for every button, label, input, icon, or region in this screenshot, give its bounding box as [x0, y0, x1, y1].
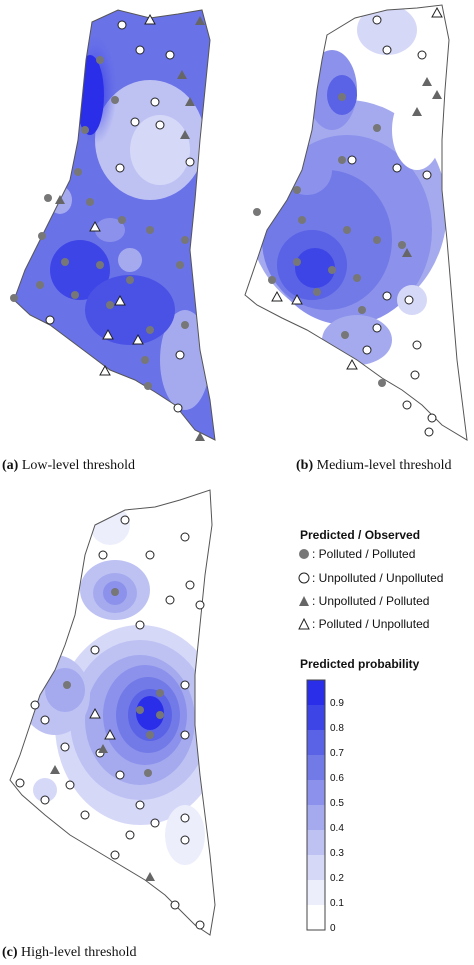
map-panel-medium	[244, 4, 468, 441]
colorbar-tick-label: 0.7	[330, 748, 344, 759]
colorbar-title: Predicted probability	[300, 657, 420, 671]
filled-circle-icon	[299, 549, 309, 559]
filled-triangle-icon	[299, 596, 309, 606]
colorbar-segment	[307, 855, 325, 880]
open-circle-icon	[298, 572, 310, 584]
colorbar-tick-label: 0.2	[330, 873, 344, 884]
colorbar-segment	[307, 705, 325, 730]
caption-low: (a) Low-level threshold	[2, 458, 135, 473]
colorbar-segment	[307, 755, 325, 780]
polluted-polluted-markers	[10, 56, 189, 390]
colorbar-tick-label: 0.9	[330, 698, 344, 709]
map-panel-low	[10, 9, 216, 441]
colorbar	[306, 679, 326, 931]
colorbar-segment	[307, 830, 325, 855]
colorbar-tick-label: 0.6	[330, 773, 344, 784]
caption-medium: (b) Medium-level threshold	[296, 458, 452, 473]
caption-high: (c) High-level threshold	[2, 945, 137, 960]
colorbar-tick-label: 0.4	[330, 823, 344, 834]
unpolluted-polluted-markers	[55, 16, 205, 441]
colorbar-tick-label: 0.3	[330, 848, 344, 859]
colorbar-segment	[307, 680, 325, 705]
legend-item-polluted-polluted: : Polluted / Polluted	[298, 547, 415, 561]
legend-item-unpolluted-polluted: : Unpolluted / Polluted	[298, 594, 429, 608]
legend-item-polluted-unpolluted: : Polluted / Unpolluted	[298, 617, 429, 631]
colorbar-tick-label: 0.8	[330, 723, 344, 734]
colorbar-tick-label: 0.1	[330, 898, 344, 909]
colorbar-segment	[307, 730, 325, 755]
legend-item-unpolluted-unpolluted: : Unpolluted / Unpolluted	[298, 571, 443, 585]
colorbar-tick-label: 0	[330, 923, 336, 934]
unpolluted-unpolluted-markers	[45, 20, 195, 413]
polluted-unpolluted-markers	[89, 13, 156, 376]
legend-title: Predicted / Observed	[300, 528, 421, 542]
colorbar-tick-label: 0.5	[330, 798, 344, 809]
colorbar-segment	[307, 905, 325, 930]
map-panel-high	[9, 489, 216, 936]
colorbar-segment	[307, 805, 325, 830]
colorbar-frame	[306, 679, 326, 931]
colorbar-segment	[307, 880, 325, 905]
open-triangle-icon	[298, 618, 310, 630]
colorbar-segment	[307, 780, 325, 805]
